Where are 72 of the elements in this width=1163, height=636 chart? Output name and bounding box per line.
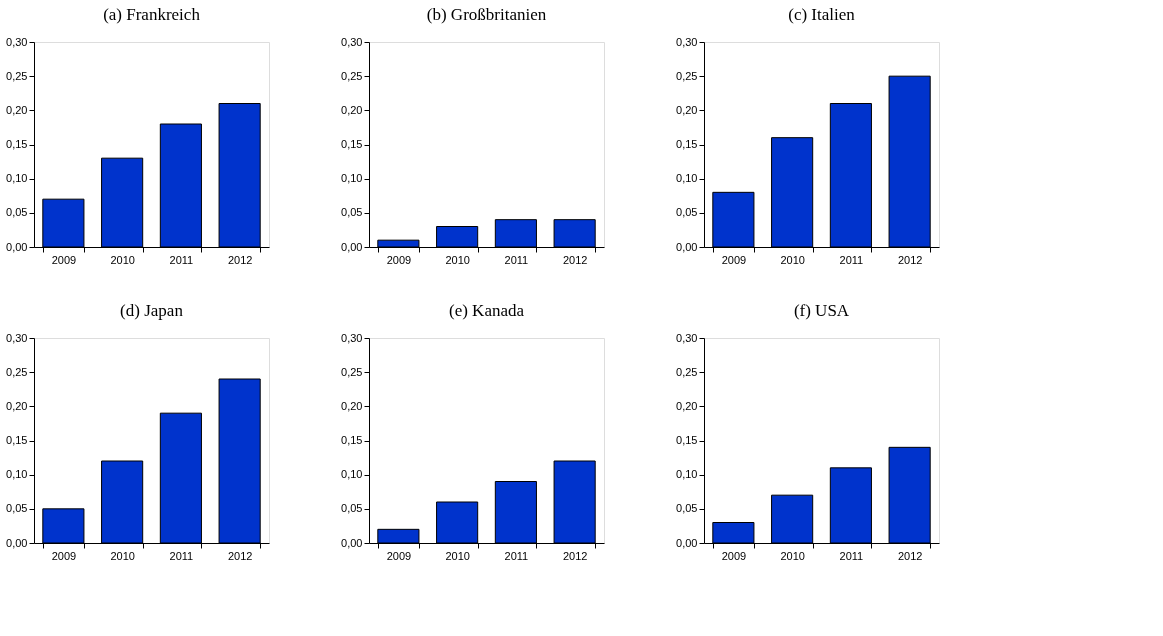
x-tick-label: 2009 (721, 549, 747, 562)
x-tick-label: 2011 (839, 253, 864, 266)
x-tick-label: 2009 (386, 253, 412, 266)
chart-title: (e) Kanada (448, 301, 525, 320)
y-tick-label: 0,25 (6, 69, 28, 82)
y-tick-label: 0,20 (6, 399, 28, 412)
y-tick-label: 0,00 (676, 240, 698, 253)
y-tick-label: 0,25 (676, 69, 698, 82)
y-tick-label: 0,20 (676, 399, 698, 412)
y-tick-label: 0,10 (676, 468, 698, 481)
y-tick-label: 0,05 (6, 502, 28, 515)
x-tick-label: 2012 (227, 549, 253, 562)
y-tick-label: 0,00 (676, 536, 698, 549)
y-tick-label: 0,05 (341, 206, 363, 219)
y-tick-label: 0,30 (341, 35, 363, 48)
x-tick-label: 2011 (504, 549, 529, 562)
y-tick-label: 0,30 (341, 331, 363, 344)
y-tick-label: 0,00 (341, 240, 363, 253)
y-tick-label: 0,00 (6, 240, 28, 253)
y-tick-label: 0,25 (341, 365, 363, 378)
x-tick-label: 2010 (110, 549, 135, 562)
y-tick-label: 0,10 (341, 468, 363, 481)
y-tick-label: 0,05 (341, 502, 363, 515)
y-tick-label: 0,20 (341, 399, 363, 412)
x-tick-label: 2011 (169, 253, 194, 266)
x-tick-label: 2011 (169, 549, 194, 562)
x-tick-label: 2010 (445, 253, 470, 266)
chart-title: (d) Japan (120, 301, 184, 320)
y-tick-label: 0,15 (6, 138, 28, 150)
x-tick-label: 2012 (562, 253, 588, 266)
x-tick-label: 2011 (839, 549, 864, 562)
y-tick-label: 0,00 (6, 536, 28, 549)
x-tick-label: 2009 (386, 549, 412, 562)
y-tick-label: 0,25 (676, 365, 698, 378)
x-tick-label: 2012 (562, 549, 588, 562)
y-tick-label: 0,05 (676, 206, 698, 219)
y-tick-label: 0,30 (6, 331, 28, 344)
y-tick-label: 0,25 (341, 69, 363, 82)
y-tick-label: 0,30 (676, 35, 698, 48)
x-tick-label: 2011 (504, 253, 529, 266)
chart-title: (c) Italien (788, 5, 856, 24)
y-tick-label: 0,20 (676, 103, 698, 116)
y-tick-label: 0,10 (676, 172, 698, 185)
chart-title: (f) USA (793, 301, 850, 320)
x-tick-label: 2009 (51, 549, 77, 562)
y-tick-label: 0,00 (341, 536, 363, 549)
x-tick-label: 2012 (897, 253, 923, 266)
y-tick-label: 0,10 (6, 172, 28, 185)
y-tick-label: 0,05 (6, 206, 28, 219)
y-tick-label: 0,10 (341, 172, 363, 185)
x-tick-label: 2012 (227, 253, 253, 266)
x-tick-label: 2009 (51, 253, 77, 266)
x-tick-label: 2009 (721, 253, 747, 266)
chart-title: (a) Frankreich (103, 5, 201, 24)
y-tick-label: 0,10 (6, 468, 28, 481)
y-tick-label: 0,15 (341, 434, 363, 446)
x-tick-label: 2010 (110, 253, 135, 266)
y-tick-label: 0,15 (6, 434, 28, 446)
y-tick-label: 0,15 (676, 138, 698, 150)
y-tick-label: 0,20 (341, 103, 363, 116)
chart-title: (b) Großbritanien (426, 5, 547, 24)
y-tick-label: 0,30 (676, 331, 698, 344)
y-tick-label: 0,05 (676, 502, 698, 515)
x-tick-label: 2010 (780, 253, 805, 266)
x-tick-label: 2012 (897, 549, 923, 562)
y-tick-label: 0,15 (676, 434, 698, 446)
x-tick-label: 2010 (780, 549, 805, 562)
y-tick-label: 0,25 (6, 365, 28, 378)
y-tick-label: 0,15 (341, 138, 363, 150)
x-tick-label: 2010 (445, 549, 470, 562)
y-tick-label: 0,30 (6, 35, 28, 48)
y-tick-label: 0,20 (6, 103, 28, 116)
